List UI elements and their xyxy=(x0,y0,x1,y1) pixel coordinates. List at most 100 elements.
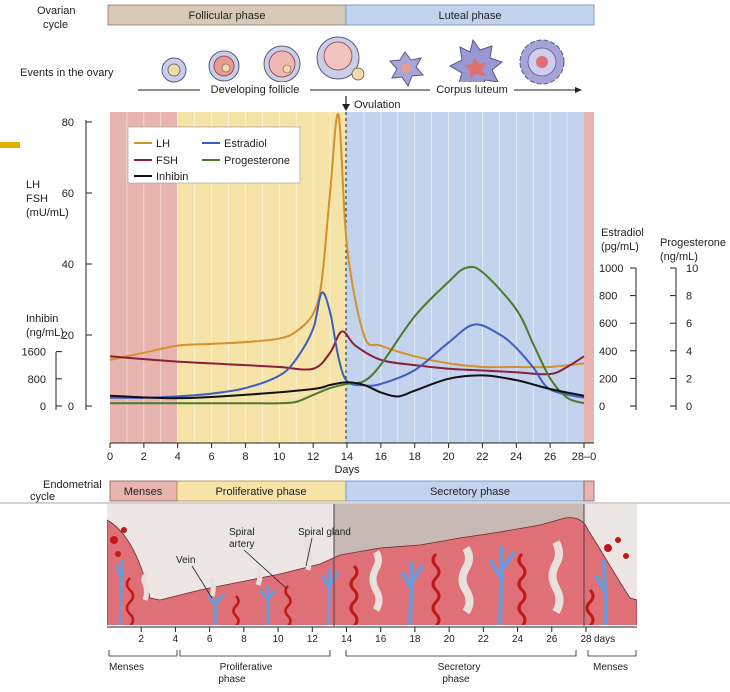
x-tick-label: 24 xyxy=(510,451,522,463)
estradiol-tick-label: 1000 xyxy=(599,263,623,275)
endometrium-illustration xyxy=(107,504,637,625)
ovarian-cycle-label-2: cycle xyxy=(43,19,68,31)
menses-bar-right xyxy=(583,480,595,502)
lh-axis-label: LH xyxy=(26,179,40,191)
vein-label: Vein xyxy=(176,555,195,566)
legend-inhibin: Inhibin xyxy=(156,171,188,183)
x-tick-label: 6 xyxy=(209,451,215,463)
bottom-tick-label: 18 xyxy=(409,634,421,645)
follicle-stage-2 xyxy=(208,50,240,82)
x-tick-label: 0 xyxy=(107,451,113,463)
progesterone-tick-label: 6 xyxy=(686,318,692,330)
bottom-tick-label: 8 xyxy=(241,634,247,645)
estradiol-line xyxy=(109,291,585,399)
bottom-tick-label: 14 xyxy=(341,634,353,645)
estradiol-tick-label: 0 xyxy=(599,401,605,413)
x-tick-label: 10 xyxy=(273,451,285,463)
estradiol-axis-label: Estradiol xyxy=(601,227,644,239)
estradiol-tick-label: 200 xyxy=(599,373,617,385)
follicle-stage-1 xyxy=(161,57,187,83)
endometrial-cycle-label-2: cycle xyxy=(30,491,55,503)
x-tick-label: 20 xyxy=(442,451,454,463)
progesterone-tick-label: 0 xyxy=(686,401,692,413)
inhibin-tick-label: 800 xyxy=(28,374,46,386)
lh-tick-label: 60 xyxy=(62,188,74,200)
legend-progesterone: Progesterone xyxy=(224,155,290,167)
progesterone-tick-label: 10 xyxy=(686,263,698,275)
inhibin-tick-label: 0 xyxy=(40,401,46,413)
x-tick-label: 4 xyxy=(175,451,181,463)
bottom-tick-label: 12 xyxy=(307,634,319,645)
ovary-events-label: Events in the ovary xyxy=(20,67,114,79)
x-tick-label: 28–0 xyxy=(572,451,596,463)
ovarian-cycle-label-1: Ovarian xyxy=(37,5,76,17)
lh-fsh-unit-label: (mU/mL) xyxy=(26,207,69,219)
lh-tick-label: 20 xyxy=(62,330,74,342)
lh-tick-label: 40 xyxy=(62,259,74,271)
bottom-tick-label: 28 xyxy=(580,634,592,645)
hormone-series xyxy=(109,113,585,405)
lh-tick-label: 80 xyxy=(62,117,74,129)
corpus-luteum-stage-1 xyxy=(388,51,425,88)
corpus-luteum-stage-3 xyxy=(519,39,565,85)
fsh-axis-label: FSH xyxy=(26,193,48,205)
spiral-artery-label-1: Spiral xyxy=(229,527,255,538)
secretory-bar-label: Secretory phase xyxy=(430,486,510,498)
bottom-tick-label: 10 xyxy=(273,634,285,645)
progesterone-tick-label: 2 xyxy=(686,373,692,385)
x-tick-label: 16 xyxy=(375,451,387,463)
luteal-phase-label: Luteal phase xyxy=(439,10,502,22)
lh-tick-label: 0 xyxy=(68,401,74,413)
progesterone-axis-label: Progesterone xyxy=(660,237,726,249)
follicular-phase-label: Follicular phase xyxy=(188,10,265,22)
bottom-proliferative-1: Proliferative xyxy=(220,662,273,673)
spiral-artery-label-2: artery xyxy=(229,539,255,550)
progesterone-tick-label: 4 xyxy=(686,346,692,358)
x-tick-label: 22 xyxy=(476,451,488,463)
x-tick-label: 8 xyxy=(242,451,248,463)
fsh-line xyxy=(109,330,585,376)
slide-marker xyxy=(0,142,20,148)
progesterone-line xyxy=(110,265,585,405)
estradiol-tick-label: 400 xyxy=(599,346,617,358)
bottom-menses-left: Menses xyxy=(109,662,144,673)
proliferative-bar-label: Proliferative phase xyxy=(215,486,306,498)
lh-line xyxy=(109,113,585,369)
x-tick-label: 2 xyxy=(141,451,147,463)
estradiol-tick-label: 600 xyxy=(599,318,617,330)
bottom-days-label: days xyxy=(594,634,615,645)
bottom-secretory-2: phase xyxy=(442,674,470,685)
legend-estradiol: Estradiol xyxy=(224,138,267,150)
x-axis-label: Days xyxy=(334,464,360,476)
bottom-tick-label: 20 xyxy=(444,634,456,645)
proliferative-bracket xyxy=(179,650,331,657)
inhibin-unit-label: (ng/mL) xyxy=(26,327,64,339)
secretory-bracket xyxy=(345,650,577,657)
bottom-tick-label: 2 xyxy=(138,634,144,645)
estradiol-tick-label: 800 xyxy=(599,291,617,303)
menses-bracket-left xyxy=(108,650,178,657)
bottom-tick-label: 6 xyxy=(207,634,213,645)
bottom-menses-right: Menses xyxy=(593,662,628,673)
bottom-tick-label: 16 xyxy=(375,634,387,645)
legend: LH FSH Inhibin Estradiol Progesterone xyxy=(127,126,301,184)
follicle-stage-4 xyxy=(316,36,365,81)
menses-band-right xyxy=(584,112,594,443)
bottom-tick-label: 22 xyxy=(478,634,490,645)
bottom-tick-label: 4 xyxy=(173,634,179,645)
progesterone-tick-label: 8 xyxy=(686,291,692,303)
ovulation-label: Ovulation xyxy=(354,99,400,111)
menses-bracket-right xyxy=(587,650,637,657)
endometrial-cycle-label-1: Endometrial xyxy=(43,479,102,491)
estradiol-unit-label: (pg/mL) xyxy=(601,241,639,253)
x-tick-label: 26 xyxy=(544,451,556,463)
luteal-phase-bar xyxy=(345,4,595,26)
inhibin-line xyxy=(109,374,585,400)
x-tick-label: 14 xyxy=(341,451,353,463)
inhibin-tick-label: 1600 xyxy=(22,347,46,359)
follicle-stage-3 xyxy=(263,45,301,83)
legend-lh: LH xyxy=(156,138,170,150)
legend-fsh: FSH xyxy=(156,155,178,167)
x-tick-label: 12 xyxy=(307,451,319,463)
developing-follicle-label: Developing follicle xyxy=(211,84,300,96)
